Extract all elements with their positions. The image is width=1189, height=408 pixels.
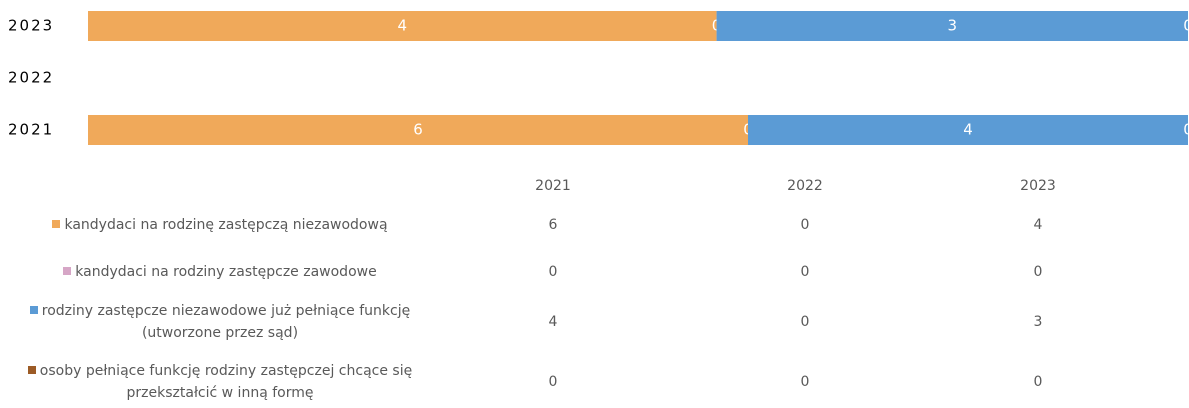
legend-entry: rodziny zastępcze niezawodowe już pełnią… [20, 300, 420, 344]
table-value: 0 [800, 314, 810, 330]
legend-label: osoby pełniące funkcję rodziny zastępcze… [39, 363, 413, 401]
category-label: 2022 [8, 69, 54, 87]
legend-marker [27, 366, 36, 374]
category-label: 2021 [8, 121, 54, 139]
table-value: 0 [800, 374, 810, 390]
data-label: 0 [1183, 121, 1189, 139]
legend-entry: kandydaci na rodzinę zastępczą niezawodo… [20, 203, 420, 247]
chart: 20216040202220234030 [8, 11, 1189, 145]
table-value: 3 [1033, 314, 1043, 330]
legend-label: kandydaci na rodziny zastępcze zawodowe [75, 264, 377, 280]
table-value: 0 [1033, 264, 1043, 280]
table-header: 2022 [787, 178, 823, 194]
table-value: 0 [548, 264, 558, 280]
legend-label: kandydaci na rodzinę zastępczą niezawodo… [64, 217, 388, 233]
table-value: 0 [548, 374, 558, 390]
legend-marker [52, 220, 61, 228]
table-value: 0 [800, 264, 810, 280]
table-header: 2021 [535, 178, 571, 194]
table-value: 0 [800, 217, 810, 233]
data-label: 4 [398, 17, 408, 35]
legend-marker [63, 267, 72, 275]
data-label: 3 [948, 17, 958, 35]
data-label: 0 [1183, 17, 1189, 35]
data-label: 6 [413, 121, 423, 139]
table-value: 6 [548, 217, 558, 233]
table-value: 4 [1033, 217, 1043, 233]
bar-segment [748, 115, 1188, 145]
legend-entry: kandydaci na rodziny zastępcze zawodowe [20, 250, 420, 294]
legend-marker [29, 306, 38, 314]
legend-label: rodziny zastępcze niezawodowe już pełnią… [41, 303, 411, 341]
table-value: 0 [1033, 374, 1043, 390]
table-header: 2023 [1020, 178, 1056, 194]
bar-segment [88, 11, 717, 41]
table-value: 4 [548, 314, 558, 330]
legend-entry: osoby pełniące funkcję rodziny zastępcze… [20, 360, 420, 404]
bar-segment [716, 11, 1188, 41]
data-label: 4 [963, 121, 973, 139]
category-label: 2023 [8, 17, 54, 35]
bar-segment [88, 115, 748, 145]
